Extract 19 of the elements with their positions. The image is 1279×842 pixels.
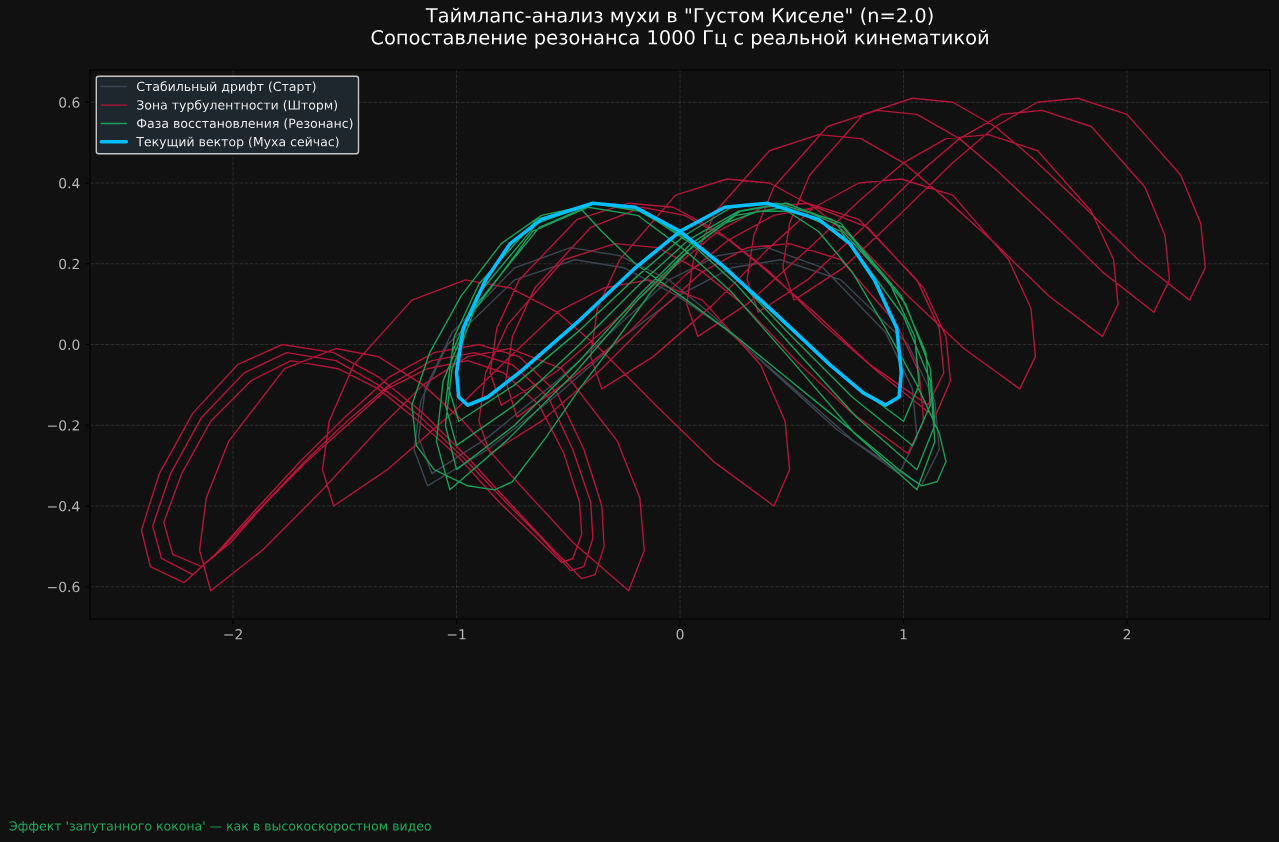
chart-subtitle: Сопоставление резонанса 1000 Гц с реальной кинематикой (371, 29, 988, 49)
x-tick-label: 2 (1123, 629, 1131, 640)
y-tick-label: −0.2 (48, 420, 79, 431)
y-tick-label: −0.4 (48, 500, 80, 512)
x-tick-label: 1 (900, 629, 907, 640)
legend-label: Текущий вектор (Муха сейчас) (136, 136, 339, 149)
y-tick-label: 0.4 (59, 177, 80, 189)
y-tick-label: 0.6 (59, 97, 80, 108)
legend-label: Фаза восстановления (Резонанс) (137, 118, 353, 130)
legend-label: Стабильный дрифт (Старт) (136, 81, 316, 94)
x-tick-label: −1 (447, 629, 466, 640)
x-tick-label: −2 (224, 629, 242, 640)
y-tick-label: 0.2 (59, 258, 79, 270)
x-tick-label: 0 (676, 629, 684, 640)
text: Эффект 'запутанного кокона' — как в высокоскоростном видео (9, 821, 431, 834)
chart-title: Таймлапс-анализ мухи в "Густом Киселе" (n=2.0) (425, 7, 933, 27)
y-tick-label: 0.0 (59, 339, 80, 350)
legend-label: Зона турбулентности (Шторм) (137, 99, 338, 113)
y-tick-label: −0.6 (48, 581, 80, 593)
